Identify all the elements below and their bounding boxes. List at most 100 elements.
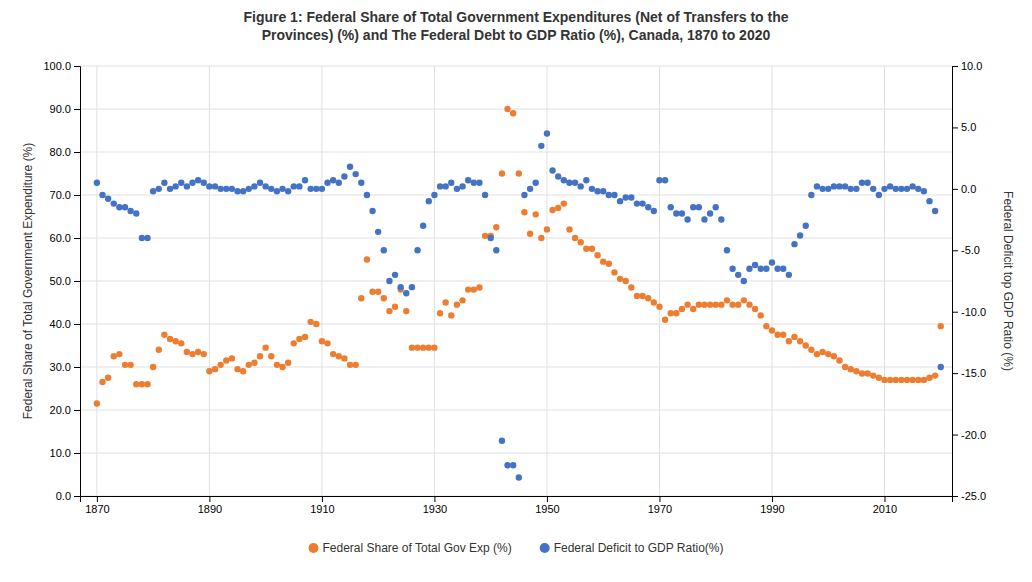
point <box>825 186 831 192</box>
tick-label: 0.0 <box>961 183 976 195</box>
title: Figure 1: Federal Share of Total Governm… <box>243 9 788 43</box>
point <box>797 338 803 344</box>
point <box>623 194 629 200</box>
tick: 40.0 <box>50 318 80 330</box>
point <box>718 301 724 307</box>
point <box>527 231 533 237</box>
point <box>741 297 747 303</box>
tick: 1990 <box>760 496 784 515</box>
tick: -25.0 <box>952 490 986 502</box>
point <box>549 167 555 173</box>
point <box>139 381 145 387</box>
point <box>133 381 139 387</box>
point <box>206 368 212 374</box>
point <box>521 209 527 215</box>
point <box>617 276 623 282</box>
point <box>347 164 353 170</box>
point <box>313 186 319 192</box>
point <box>324 180 330 186</box>
point <box>532 180 538 186</box>
point <box>465 177 471 183</box>
point <box>167 186 173 192</box>
point <box>876 375 882 381</box>
point <box>268 186 274 192</box>
point <box>628 284 634 290</box>
y2-axis-title: Federal Deficit top GDP Ratio (%) <box>1001 191 1015 371</box>
grid-line <box>80 238 952 239</box>
point <box>549 207 555 213</box>
tick: 30.0 <box>50 361 80 373</box>
point <box>808 192 814 198</box>
point <box>381 247 387 253</box>
point <box>499 170 505 176</box>
tick-label: -25.0 <box>961 490 986 502</box>
point <box>409 344 415 350</box>
tick-label: -15.0 <box>961 367 986 379</box>
point <box>814 351 820 357</box>
point <box>904 377 910 383</box>
point <box>769 259 775 265</box>
point <box>184 349 190 355</box>
point <box>718 216 724 222</box>
point <box>752 262 758 268</box>
legend-item: Federal Share of Total Gov Exp (%) <box>308 541 511 555</box>
point <box>397 284 403 290</box>
tick-mark <box>952 435 958 436</box>
point <box>611 192 617 198</box>
tick-mark <box>74 109 80 110</box>
grid-line <box>80 367 952 368</box>
point <box>442 183 448 189</box>
point <box>617 198 623 204</box>
point <box>600 258 606 264</box>
point <box>471 286 477 292</box>
tick-label: 40.0 <box>50 318 71 330</box>
point <box>296 336 302 342</box>
point <box>566 226 572 232</box>
tick-mark <box>74 152 80 153</box>
point <box>780 266 786 272</box>
point <box>279 364 285 370</box>
point <box>319 338 325 344</box>
point <box>369 208 375 214</box>
point <box>853 186 859 192</box>
point <box>634 293 640 299</box>
tick-label: 20.0 <box>50 404 71 416</box>
point <box>825 351 831 357</box>
point <box>668 310 674 316</box>
point <box>566 180 572 186</box>
point <box>336 180 342 186</box>
tick-label: 1930 <box>423 503 447 515</box>
point <box>881 377 887 383</box>
point <box>116 204 122 210</box>
tick-label: 30.0 <box>50 361 71 373</box>
point <box>229 355 235 361</box>
point <box>285 360 291 366</box>
y2-axis: 10.05.00.0-5.0-10.0-15.0-20.0-25.0 <box>952 60 986 502</box>
point <box>392 304 398 310</box>
grid-line <box>80 453 952 454</box>
point <box>274 188 280 194</box>
point <box>459 183 465 189</box>
point <box>116 351 122 357</box>
point <box>510 462 516 468</box>
point <box>212 183 218 189</box>
y-axis: 0.010.020.030.040.050.060.070.080.090.01… <box>43 60 80 502</box>
point <box>870 372 876 378</box>
point <box>938 364 944 370</box>
point <box>684 301 690 307</box>
point <box>634 200 640 206</box>
tick: -5.0 <box>952 244 980 256</box>
point <box>482 233 488 239</box>
tick-mark <box>74 367 80 368</box>
point <box>99 192 105 198</box>
tick-label: -10.0 <box>961 306 986 318</box>
point <box>156 347 162 353</box>
tick: 60.0 <box>50 232 80 244</box>
point <box>212 366 218 372</box>
point <box>651 299 657 305</box>
tick: 80.0 <box>50 146 80 158</box>
point <box>763 266 769 272</box>
point <box>904 186 910 192</box>
tick-label: 100.0 <box>43 60 71 72</box>
point <box>105 375 111 381</box>
